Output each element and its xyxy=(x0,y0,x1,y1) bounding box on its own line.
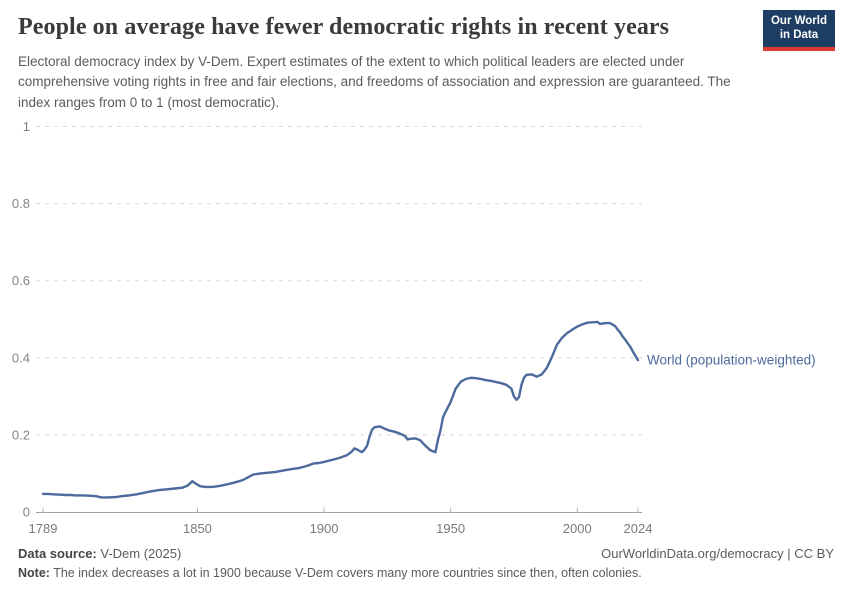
x-axis-label: 1850 xyxy=(183,521,212,536)
data-source: Data source: V-Dem (2025) xyxy=(18,546,181,561)
owid-logo[interactable]: Our World in Data xyxy=(762,10,835,51)
y-axis-label: 1 xyxy=(23,119,30,134)
x-axis-label: 2024 xyxy=(624,521,653,536)
chart-footer: Data source: V-Dem (2025) OurWorldinData… xyxy=(18,546,834,580)
owid-logo-line2: in Data xyxy=(779,28,819,41)
chart-subtitle: Electoral democracy index by V-Dem. Expe… xyxy=(18,54,731,110)
chart-title: People on average have fewer democratic … xyxy=(18,14,670,40)
x-axis-label: 2000 xyxy=(563,521,592,536)
owid-logo-line1: Our World xyxy=(770,15,827,27)
y-axis-label: 0.6 xyxy=(12,273,30,288)
footer-license-link[interactable]: OurWorldinData.org/democracy | CC BY xyxy=(601,546,834,561)
chart-note-value: The index decreases a lot in 1900 becaus… xyxy=(49,566,642,580)
data-source-label: Data source: xyxy=(18,546,97,561)
y-axis-label: 0.2 xyxy=(12,427,30,442)
line-chart[interactable]: 0 0.2 0.4 0.6 0.8 1 1789 1850 1900 1950 2000 2024 Wo… xyxy=(0,112,850,542)
chart-note-label: Note: xyxy=(18,566,50,580)
chart-note: Note: The index decreases a lot in 1900 … xyxy=(18,566,834,580)
x-axis-label: 1950 xyxy=(436,521,465,536)
y-axis-label: 0.4 xyxy=(12,350,30,365)
data-source-value: V-Dem (2025) xyxy=(96,546,182,561)
y-axis-label: 0 xyxy=(23,505,30,520)
x-axis-label: 1789 xyxy=(29,521,58,536)
y-axis-label: 0.8 xyxy=(12,196,30,211)
x-axis-label: 1900 xyxy=(310,521,339,536)
series-end-label[interactable]: World (population-weighted) xyxy=(647,353,816,368)
series-line-world[interactable] xyxy=(41,320,640,499)
